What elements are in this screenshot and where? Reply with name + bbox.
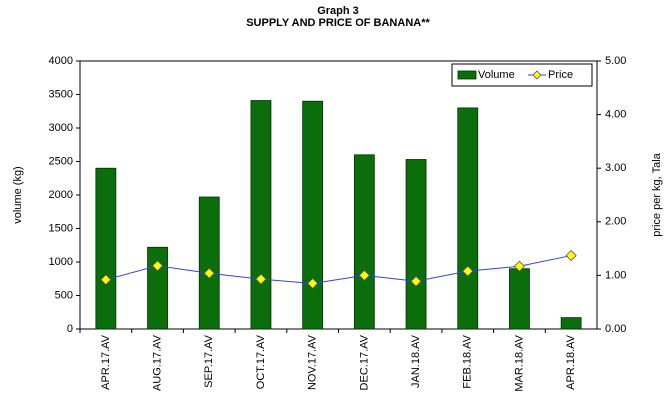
- bar: [147, 246, 168, 330]
- bar: [560, 317, 582, 330]
- legend-marker: [532, 70, 542, 80]
- y2-tick-label: 0.00: [605, 323, 626, 335]
- x-tick-label: NOV.17.AV: [307, 334, 319, 390]
- bar: [95, 167, 117, 330]
- y-tick-label: 4000: [49, 55, 73, 67]
- price-marker: [358, 269, 370, 281]
- y-axis-label: volume (kg): [12, 166, 24, 223]
- x-tick-label: FEB.18.AV: [462, 334, 474, 388]
- price-marker: [462, 265, 474, 277]
- legend-swatch: [457, 70, 477, 80]
- y2-tick-label: 3.00: [605, 162, 626, 174]
- bar: [250, 100, 272, 330]
- price-marker: [513, 260, 526, 272]
- x-tick-label: MAR.18.AV: [513, 334, 525, 391]
- x-tick-label: JAN.18.AV: [410, 334, 422, 388]
- y-tick-label: 500: [55, 289, 73, 301]
- x-tick-label: DEC.17.AV: [358, 334, 370, 390]
- y-tick-label: 2500: [49, 155, 73, 167]
- price-marker: [151, 260, 164, 272]
- price-line: [105, 255, 572, 284]
- y-tick-label: 3000: [49, 122, 73, 134]
- y-tick-label: 3500: [49, 88, 73, 100]
- chart-subtitle: SUPPLY AND PRICE OF BANANA**: [246, 17, 430, 29]
- y2-tick-label: 5.00: [605, 55, 626, 67]
- x-tick-label: APR.18.AV: [565, 334, 577, 389]
- bar: [353, 154, 375, 330]
- y-tick-label: 2000: [49, 189, 73, 201]
- y2-tick-label: 1.00: [605, 269, 626, 281]
- legend-box: [451, 63, 593, 87]
- y-tick-label: 1000: [49, 256, 73, 268]
- x-tick-label: SEP.17.AV: [203, 334, 215, 387]
- y-tick-label: 0: [67, 323, 73, 335]
- price-marker: [203, 267, 215, 279]
- price-marker: [307, 277, 319, 290]
- bar: [509, 268, 530, 330]
- y2-axis-label: price per kg, Tala: [651, 152, 663, 236]
- legend-label: Price: [548, 69, 573, 81]
- bar: [302, 100, 324, 330]
- x-tick-label: APR.17.AV: [100, 334, 112, 389]
- legend-label: Volume: [478, 69, 515, 81]
- bar: [198, 196, 220, 330]
- y2-tick-label: 4.00: [605, 109, 626, 121]
- price-marker: [565, 250, 577, 262]
- bar: [457, 107, 479, 330]
- x-tick-label: OCT.17.AV: [255, 334, 267, 389]
- y2-tick-label: 2.00: [605, 216, 626, 228]
- bar: [405, 159, 427, 330]
- y-tick-label: 1500: [49, 222, 73, 234]
- price-marker: [410, 275, 422, 287]
- x-tick-label: AUG.17.AV: [151, 334, 163, 391]
- chart-title: Graph 3: [317, 5, 359, 17]
- price-marker: [255, 273, 267, 285]
- price-marker: [100, 274, 112, 286]
